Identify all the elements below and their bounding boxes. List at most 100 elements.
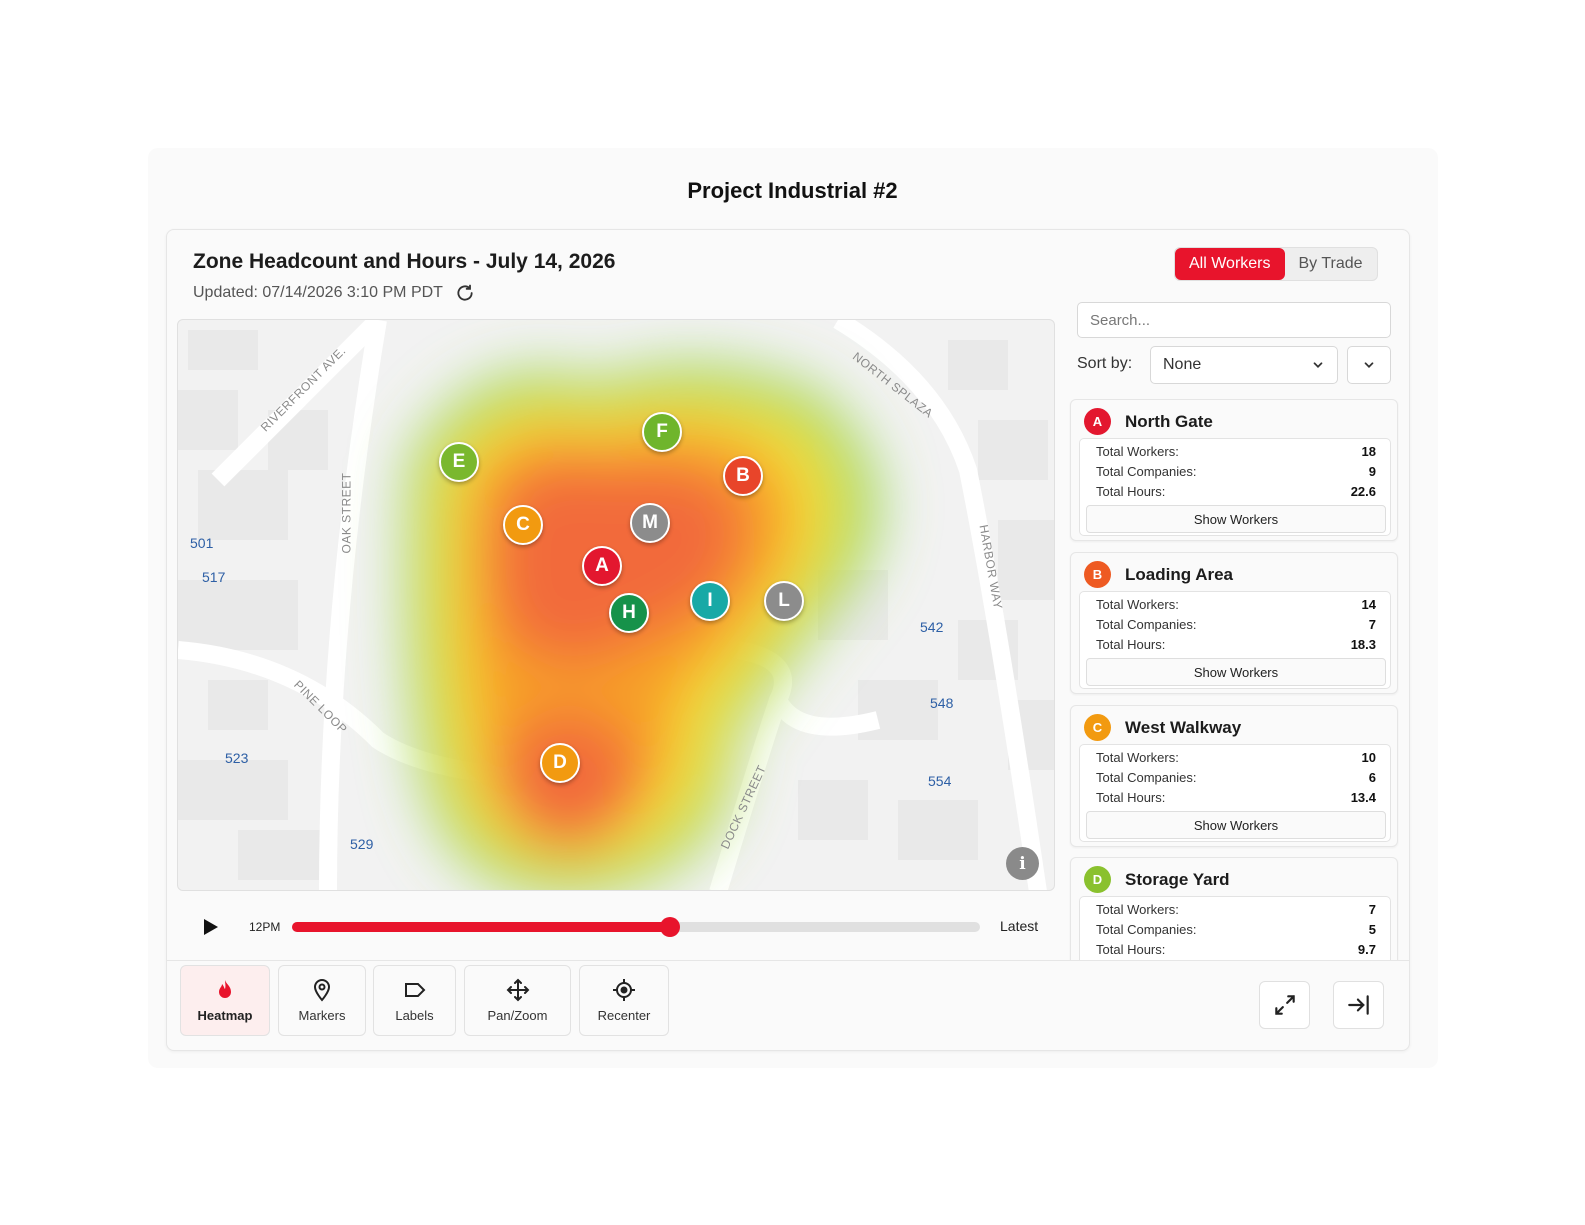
- timeline-slider[interactable]: [292, 917, 980, 937]
- map-toolbar: [166, 960, 1410, 1051]
- zone-name: West Walkway: [1125, 717, 1242, 737]
- project-title: Project Industrial #2: [687, 178, 898, 203]
- all-workers-toggle[interactable]: All Workers: [1175, 248, 1285, 280]
- hours-label: Total Hours:: [1096, 484, 1166, 499]
- zone-marker-h[interactable]: H: [609, 593, 649, 633]
- hours-label: Total Hours:: [1096, 637, 1166, 652]
- workers-label: Total Workers:: [1096, 597, 1179, 612]
- hours-value: 18.3: [1350, 637, 1376, 652]
- companies-value: 7: [1368, 617, 1376, 632]
- hours-value: 13.4: [1350, 790, 1376, 805]
- zone-name: North Gate: [1125, 411, 1213, 431]
- hours-label: Total Hours:: [1096, 790, 1166, 805]
- zone-card-loading-area: B Loading Area Total Workers: 14 Total Co…: [1070, 552, 1398, 694]
- zone-badge: D: [1084, 866, 1111, 893]
- zone-name: Storage Yard: [1125, 869, 1230, 889]
- crosshair-icon: [613, 979, 635, 1001]
- address-label: 554: [928, 773, 952, 789]
- tool-label: Heatmap: [197, 1008, 253, 1023]
- workers-value: 10: [1361, 750, 1376, 765]
- zone-badge: C: [1084, 714, 1111, 741]
- play-icon[interactable]: [203, 918, 219, 936]
- updated-timestamp: Updated: 07/14/2026 3:10 PM PDT: [193, 283, 475, 303]
- pan-zoom-button[interactable]: Pan/Zoom: [464, 965, 571, 1036]
- zone-marker-e[interactable]: E: [439, 442, 479, 482]
- companies-value: 9: [1368, 464, 1376, 479]
- address-label: 523: [225, 750, 249, 766]
- refresh-icon[interactable]: [455, 283, 475, 303]
- zone-marker-a[interactable]: A: [582, 546, 622, 586]
- show-workers-button[interactable]: Show Workers: [1086, 658, 1386, 686]
- recenter-button[interactable]: Recenter: [579, 965, 669, 1036]
- view-toggle: All Workers By Trade: [1174, 247, 1378, 281]
- chevron-down-icon: [1364, 362, 1374, 368]
- zone-marker-m[interactable]: M: [630, 503, 670, 543]
- companies-label: Total Companies:: [1096, 464, 1197, 479]
- zone-marker-b[interactable]: B: [723, 456, 763, 496]
- timeline-start-label: 12PM: [249, 920, 281, 934]
- hours-label: Total Hours:: [1096, 942, 1166, 957]
- street-label: OAK STREET: [339, 472, 354, 554]
- search-input[interactable]: [1077, 302, 1391, 338]
- companies-label: Total Companies:: [1096, 922, 1197, 937]
- zone-marker-c[interactable]: C: [503, 505, 543, 545]
- info-icon[interactable]: i: [1006, 847, 1039, 880]
- zone-card-storage-yard: D Storage Yard Total Workers: 7 Total Com…: [1070, 857, 1398, 960]
- workers-value: 18: [1361, 444, 1376, 459]
- zone-list[interactable]: A North Gate Total Workers: 18 Total Comp…: [1068, 396, 1400, 960]
- zone-marker-l[interactable]: L: [764, 581, 804, 621]
- zone-badge: A: [1084, 408, 1111, 435]
- updated-text: Updated: 07/14/2026 3:10 PM PDT: [193, 284, 443, 301]
- timeline-end-label: Latest: [1000, 918, 1039, 934]
- zone-card-north-gate: A North Gate Total Workers: 18 Total Comp…: [1070, 399, 1398, 541]
- address-label: 517: [202, 569, 226, 585]
- labels-button[interactable]: Labels: [373, 965, 456, 1036]
- address-label: 548: [930, 695, 954, 711]
- tool-label: Pan/Zoom: [487, 1008, 548, 1023]
- zone-marker-i[interactable]: I: [690, 581, 730, 621]
- workers-label: Total Workers:: [1096, 750, 1179, 765]
- arrow-to-right-icon: [1347, 995, 1369, 1015]
- zone-card-west-walkway: C West Walkway Total Workers: 10 Total Co…: [1070, 705, 1398, 847]
- by-trade-toggle[interactable]: By Trade: [1285, 248, 1377, 280]
- move-icon: [506, 978, 529, 1002]
- timeline-progress: [292, 922, 671, 932]
- hours-value: 22.6: [1350, 484, 1376, 499]
- chevron-down-icon: [1313, 362, 1323, 368]
- timeline: 12PM Latest: [177, 896, 1055, 956]
- tag-icon: [404, 983, 425, 997]
- tool-label: Labels: [395, 1008, 434, 1023]
- timeline-handle[interactable]: [660, 917, 681, 937]
- collapse-panel-button[interactable]: [1333, 981, 1384, 1029]
- expand-button[interactable]: [1259, 981, 1310, 1029]
- companies-value: 6: [1368, 770, 1376, 785]
- markers-button[interactable]: Markers: [278, 965, 366, 1036]
- sort-direction-button[interactable]: [1347, 346, 1391, 384]
- zone-name: Loading Area: [1125, 564, 1233, 584]
- pin-icon: [313, 979, 331, 1002]
- show-workers-button[interactable]: Show Workers: [1086, 811, 1386, 839]
- sort-select[interactable]: None: [1150, 346, 1338, 384]
- zone-marker-f[interactable]: F: [642, 412, 682, 452]
- workers-label: Total Workers:: [1096, 444, 1179, 459]
- show-workers-button[interactable]: Show Workers: [1086, 505, 1386, 533]
- address-label: 529: [350, 836, 374, 852]
- flame-icon: [219, 980, 231, 998]
- workers-value: 14: [1361, 597, 1376, 612]
- heatmap-button[interactable]: Heatmap: [180, 965, 270, 1036]
- tool-label: Markers: [298, 1008, 346, 1023]
- address-label: 542: [920, 619, 944, 635]
- sort-label: Sort by:: [1077, 355, 1133, 372]
- workers-value: 7: [1368, 902, 1376, 917]
- sort-value: None: [1163, 356, 1202, 373]
- zone-badge: B: [1084, 561, 1111, 588]
- companies-label: Total Companies:: [1096, 770, 1197, 785]
- companies-value: 5: [1368, 922, 1376, 937]
- heatmap-map[interactable]: RIVERFRONT AVE. OAK STREET NORTH SPLAZA …: [177, 319, 1055, 891]
- expand-icon: [1274, 995, 1295, 1015]
- workers-label: Total Workers:: [1096, 902, 1179, 917]
- zone-marker-d[interactable]: D: [540, 743, 580, 783]
- tool-label: Recenter: [597, 1008, 651, 1023]
- address-label: 501: [190, 535, 214, 551]
- companies-label: Total Companies:: [1096, 617, 1197, 632]
